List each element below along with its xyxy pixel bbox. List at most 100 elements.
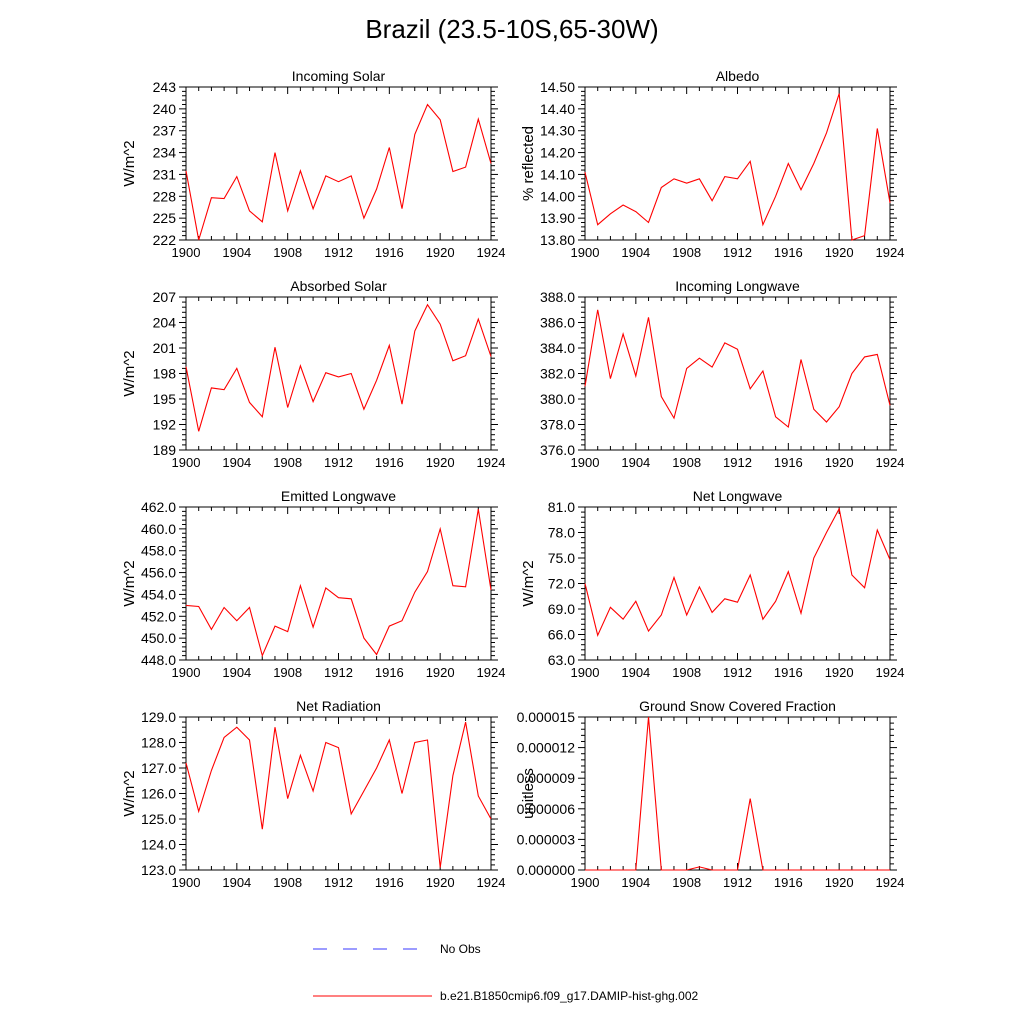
plot-frame: [185, 716, 492, 871]
y-tick-label: 386.0: [540, 315, 575, 331]
y-tick-label: 14.10: [540, 166, 575, 182]
y-tick-label: 198: [153, 366, 177, 382]
plot-frame: [584, 716, 891, 871]
x-tick-label: 1920: [825, 455, 854, 470]
y-tick-label: 123.0: [141, 862, 176, 878]
y-axis-label: W/m^2: [121, 770, 138, 816]
chart-title: Albedo: [716, 68, 760, 84]
y-tick-label: 204: [153, 315, 177, 331]
x-tick-label: 1920: [426, 875, 455, 890]
chart-title: Absorbed Solar: [290, 278, 387, 294]
x-tick-label: 1900: [571, 245, 600, 260]
chart-title: Net Radiation: [296, 698, 381, 714]
y-tick-label: 388.0: [540, 289, 575, 305]
plot-frame: [185, 296, 492, 451]
x-tick-label: 1924: [477, 455, 506, 470]
y-tick-label: 382.0: [540, 366, 575, 382]
x-tick-label: 1904: [222, 665, 251, 680]
series-line: [585, 716, 890, 871]
x-tick-label: 1924: [477, 875, 506, 890]
x-tick-label: 1912: [324, 245, 353, 260]
y-axis-label: W/m^2: [121, 560, 138, 606]
x-tick-label: 1916: [774, 875, 803, 890]
y-tick-label: 243: [153, 79, 177, 95]
x-tick-label: 1916: [375, 455, 404, 470]
x-tick-label: 1912: [723, 665, 752, 680]
x-tick-label: 1912: [324, 665, 353, 680]
x-tick-label: 1904: [222, 245, 251, 260]
x-tick-label: 1908: [273, 245, 302, 260]
y-tick-label: 14.20: [540, 145, 575, 161]
x-tick-label: 1920: [825, 245, 854, 260]
x-tick-label: 1900: [172, 455, 201, 470]
x-tick-label: 1916: [375, 875, 404, 890]
chart-title: Emitted Longwave: [281, 488, 396, 504]
y-tick-label: 225: [153, 210, 177, 226]
series-line: [584, 309, 891, 429]
x-tick-label: 1912: [324, 455, 353, 470]
x-tick-label: 1916: [375, 245, 404, 260]
x-tick-label: 1900: [172, 665, 201, 680]
chart-panel: Incoming Longwave 1900 1904 1908 1912 1916 192…: [540, 278, 905, 470]
series-line: [185, 509, 492, 658]
plot-frame: [185, 506, 492, 661]
y-tick-label: 201: [153, 340, 177, 356]
y-tick-label: 124.0: [141, 837, 176, 853]
series-line: [584, 507, 891, 637]
x-tick-label: 1924: [876, 875, 905, 890]
chart-panel: Albedo % reflected 1900 1904 1908 1912 1916 192…: [520, 68, 904, 260]
legend: No Obs b.e21.B1850cmip6.f09_g17.DAMIP-his…: [313, 942, 698, 1003]
x-tick-label: 1904: [621, 665, 650, 680]
y-axis-label: W/m^2: [520, 560, 537, 606]
x-tick-label: 1900: [571, 455, 600, 470]
y-tick-label: 458.0: [141, 543, 176, 559]
x-tick-label: 1908: [672, 245, 701, 260]
x-tick-label: 1908: [672, 875, 701, 890]
x-tick-label: 1912: [324, 875, 353, 890]
x-tick-label: 1916: [774, 665, 803, 680]
chart-panel: Net Longwave W/m^2 1900 1904 1908 1912 1916 192…: [520, 488, 904, 680]
x-tick-label: 1904: [222, 875, 251, 890]
x-tick-label: 1908: [672, 455, 701, 470]
y-tick-label: 125.0: [141, 811, 176, 827]
x-tick-label: 1916: [375, 665, 404, 680]
plot-frame: [584, 506, 891, 661]
y-tick-label: 192: [153, 417, 177, 433]
y-tick-label: 222: [153, 232, 177, 248]
x-tick-label: 1900: [172, 875, 201, 890]
y-tick-label: 127.0: [141, 760, 176, 776]
y-tick-label: 14.40: [540, 101, 575, 117]
y-tick-label: 456.0: [141, 565, 176, 581]
y-tick-label: 376.0: [540, 442, 575, 458]
x-tick-label: 1924: [876, 245, 905, 260]
x-tick-label: 1904: [222, 455, 251, 470]
chart-title: Incoming Solar: [292, 68, 386, 84]
x-tick-label: 1904: [621, 245, 650, 260]
x-tick-label: 1916: [774, 245, 803, 260]
legend-label-no-obs: No Obs: [440, 942, 481, 956]
y-tick-label: 454.0: [141, 586, 176, 602]
x-tick-label: 1908: [273, 875, 302, 890]
plot-frame: [584, 296, 891, 451]
y-tick-label: 63.0: [548, 652, 575, 668]
y-tick-label: 0.000009: [517, 770, 576, 786]
y-tick-label: 72.0: [548, 576, 575, 592]
chart-title: Ground Snow Covered Fraction: [639, 698, 836, 714]
legend-label-model: b.e21.B1850cmip6.f09_g17.DAMIP-hist-ghg.…: [440, 989, 698, 1003]
series-line: [185, 721, 492, 868]
x-tick-label: 1908: [273, 455, 302, 470]
y-tick-label: 195: [153, 391, 177, 407]
y-tick-label: 128.0: [141, 735, 176, 751]
y-tick-label: 0.000012: [517, 740, 576, 756]
x-tick-label: 1912: [723, 875, 752, 890]
y-axis-label: W/m^2: [121, 350, 138, 396]
y-tick-label: 384.0: [540, 340, 575, 356]
chart-panel: Ground Snow Covered Fraction unitless 1900…: [517, 698, 905, 890]
x-tick-label: 1916: [774, 455, 803, 470]
y-tick-label: 14.00: [540, 188, 575, 204]
y-tick-label: 450.0: [141, 630, 176, 646]
chart-panel: Net Radiation W/m^2 1900 1904 1908 1912 1916 19…: [121, 698, 505, 890]
y-tick-label: 189: [153, 442, 177, 458]
series-line: [185, 103, 492, 241]
